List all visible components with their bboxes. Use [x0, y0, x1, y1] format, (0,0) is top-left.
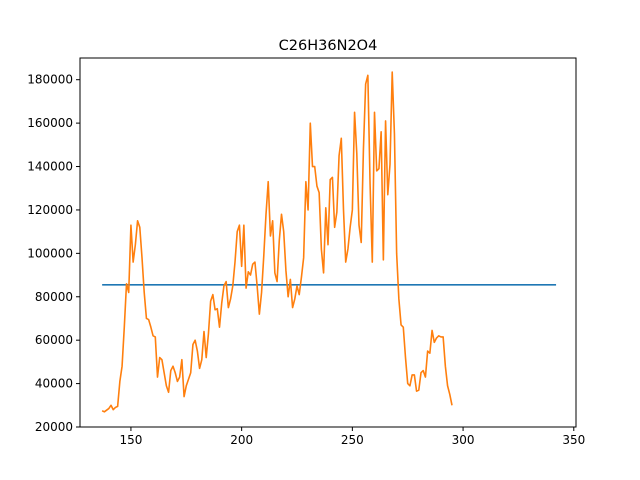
- x-tick-label: 250: [341, 433, 364, 447]
- y-axis: 20000 40000 60000 80000 100000 120000 140000 16…: [27, 73, 80, 434]
- x-tick-label: 200: [230, 433, 253, 447]
- x-tick-label: 150: [119, 433, 142, 447]
- y-tick-label: 80000: [35, 290, 73, 304]
- series-layer: [101, 71, 557, 413]
- x-tick-label: 300: [452, 433, 475, 447]
- plot-frame: [79, 57, 577, 428]
- chart-title: C26H36N2O4: [279, 38, 378, 54]
- y-tick-label: 40000: [35, 377, 73, 391]
- x-tick-label: 350: [562, 433, 585, 447]
- y-tick-label: 100000: [27, 246, 73, 260]
- x-axis: 150 200 250 300 350: [119, 427, 585, 447]
- y-tick-label: 60000: [35, 333, 73, 347]
- series-line-2: [101, 71, 453, 413]
- y-tick-label: 160000: [27, 116, 73, 130]
- y-tick-label: 20000: [35, 420, 73, 434]
- y-tick-label: 120000: [27, 203, 73, 217]
- y-tick-label: 180000: [27, 73, 73, 87]
- y-tick-label: 140000: [27, 160, 73, 174]
